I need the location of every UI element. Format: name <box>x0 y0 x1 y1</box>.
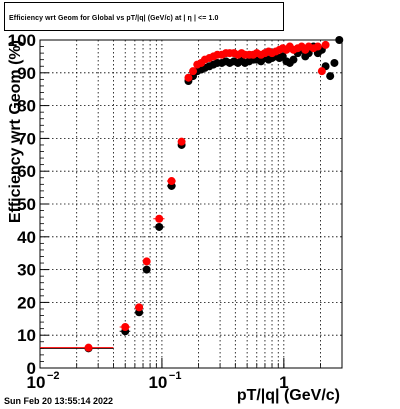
y-tick-label: 90 <box>17 64 36 83</box>
y-axis-title: Efficiency wrt Geom (%) <box>7 40 24 223</box>
data-point-geom <box>189 67 198 76</box>
y-tick-label: 10 <box>17 326 36 345</box>
y-tick-label: 60 <box>17 162 36 181</box>
x-tick-label: 10 <box>27 373 46 392</box>
y-tick-label: 100 <box>8 31 36 50</box>
y-tick-label: 50 <box>17 195 36 214</box>
x-axis-title: pT/|q| (GeV/c) <box>237 387 340 404</box>
data-point-geom <box>84 343 93 352</box>
data-point-geom <box>321 40 330 49</box>
data-point-geom <box>155 214 164 223</box>
data-point-geom <box>135 303 144 312</box>
y-tick-label: 70 <box>17 129 36 148</box>
chart-title: Efficiency wrt Geom for Global vs pT/|q|… <box>9 15 219 22</box>
data-point-global <box>330 58 339 67</box>
x-tick-exponent: −2 <box>47 370 60 382</box>
x-tick-label: 10 <box>148 373 167 392</box>
data-point-geom <box>177 137 186 146</box>
data-point-global <box>142 265 151 274</box>
data-point-geom <box>184 73 193 82</box>
data-point-global <box>155 222 164 231</box>
data-point-geom <box>142 257 151 266</box>
y-tick-label: 20 <box>17 293 36 312</box>
data-point-global <box>326 72 335 81</box>
timestamp: Sun Feb 20 13:55:14 2022 <box>4 396 114 406</box>
y-tick-label: 80 <box>17 97 36 116</box>
chart-title-box: Efficiency wrt Geom for Global vs pT/|q|… <box>4 2 284 31</box>
data-point-global <box>335 36 344 44</box>
data-point-global <box>289 55 298 64</box>
y-tick-label: 40 <box>17 228 36 247</box>
y-tick-label: 0 <box>27 359 36 378</box>
x-tick-exponent: −1 <box>169 370 182 382</box>
x-tick-label: 1 <box>279 373 288 392</box>
data-point-geom <box>313 42 322 51</box>
data-point-geom <box>167 177 176 186</box>
data-point-geom <box>121 323 130 331</box>
y-tick-label: 30 <box>17 261 36 280</box>
data-point-geom <box>317 67 326 76</box>
